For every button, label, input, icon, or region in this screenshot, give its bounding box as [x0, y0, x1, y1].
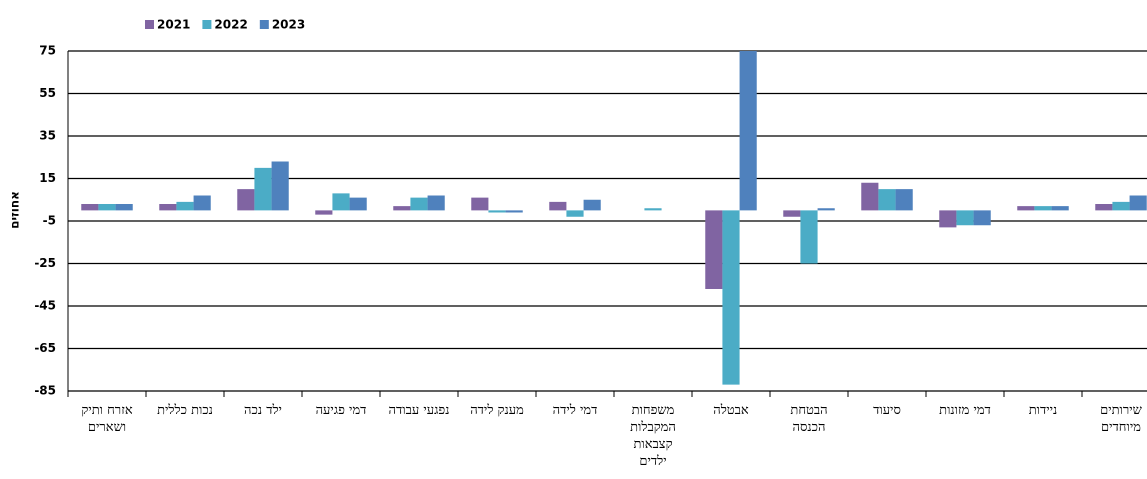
bar [315, 210, 333, 215]
bar [1017, 206, 1035, 211]
x-tick-label: דמי לידה [552, 403, 598, 418]
bar [427, 195, 445, 211]
bar [973, 210, 991, 226]
bar [349, 197, 367, 211]
x-tick-label: אזרח ותיק ושארים [81, 403, 133, 435]
x-tick-label: הבטחת הכנסה [790, 403, 828, 435]
bar [1051, 206, 1069, 211]
bar [1095, 204, 1113, 211]
x-tick-label: סיעוד [873, 403, 901, 418]
legend-swatch [259, 20, 269, 29]
x-tick-label: שירותים מיוחדים [1100, 403, 1142, 435]
bar [939, 210, 957, 228]
legend-label: 2023 [272, 18, 305, 32]
bar [1034, 206, 1052, 211]
x-tick-label: ילד נכה [244, 403, 282, 418]
x-tick-label: דמי פגיעה [315, 403, 367, 418]
bar [583, 199, 601, 211]
y-tick-label: -25 [34, 256, 56, 270]
y-tick-label: 55 [39, 86, 56, 100]
legend-swatch [202, 20, 212, 29]
y-tick-label: 15 [39, 171, 56, 185]
bar [410, 197, 428, 211]
bar [393, 206, 411, 211]
bar [98, 204, 116, 211]
y-tick-label: -85 [34, 384, 56, 398]
bar [783, 210, 801, 217]
bar [332, 193, 350, 211]
bar [193, 195, 211, 211]
x-tick-label: מענק לידה [470, 403, 524, 418]
y-tick-label: 35 [39, 129, 56, 143]
bar [722, 210, 740, 385]
bar [739, 51, 757, 211]
bar [81, 204, 99, 211]
bar [1112, 201, 1130, 211]
bar [237, 189, 255, 211]
legend-label: 2022 [214, 18, 247, 32]
bar [956, 210, 974, 226]
x-tick-label: דמי מזונות [939, 403, 991, 418]
bar [800, 210, 818, 264]
y-tick-label: -65 [34, 341, 56, 355]
x-tick-label: אבטלה [713, 403, 749, 418]
bar [549, 201, 567, 211]
bar [159, 204, 177, 211]
bar [1129, 195, 1147, 211]
legend-label: 2021 [157, 18, 190, 32]
y-tick-label: 75 [39, 44, 56, 58]
bar [861, 182, 879, 211]
x-tick-label: נפגעי עבודה [388, 403, 450, 418]
x-tick-label: נכות כללית [157, 403, 213, 418]
y-tick-label: -5 [43, 214, 56, 228]
legend-swatch [145, 20, 154, 29]
bar [566, 210, 584, 217]
bar [271, 161, 289, 211]
bar [644, 208, 662, 211]
bar [705, 210, 723, 289]
y-axis-label: אחוזים [8, 191, 22, 229]
bar [817, 208, 835, 211]
x-tick-label: ניידות [1028, 403, 1058, 418]
y-tick-label: -45 [34, 299, 56, 313]
bar [505, 210, 523, 213]
bar [471, 197, 489, 211]
bar [895, 189, 913, 211]
bar [176, 201, 194, 211]
bar [115, 204, 133, 211]
bar [878, 189, 896, 211]
bar [254, 167, 272, 211]
x-tick-label: משפחות המקבלות קצבאות ילדים [630, 403, 676, 469]
bar [488, 210, 506, 213]
